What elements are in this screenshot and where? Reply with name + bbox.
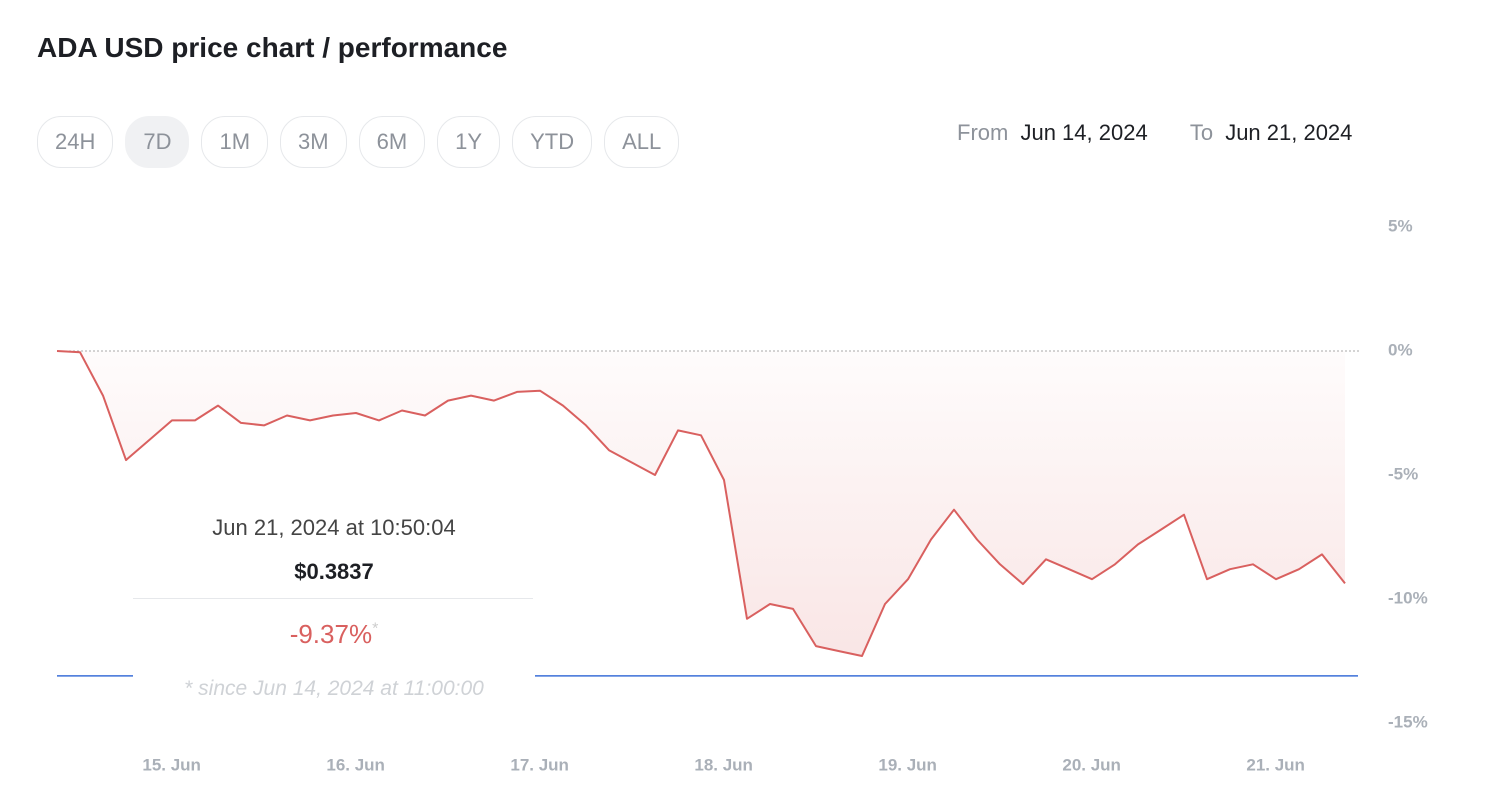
tooltip-price: $0.3837 — [294, 559, 374, 584]
tooltip-change: -9.37%* — [133, 619, 535, 650]
y-tick-label: 5% — [1388, 216, 1413, 235]
y-tick-label: -10% — [1388, 588, 1428, 607]
price-line — [56, 350, 1346, 657]
range-button[interactable]: 3M — [280, 116, 347, 168]
divider — [133, 598, 533, 599]
range-button[interactable]: 7D — [125, 116, 190, 168]
x-tick-label: 21. Jun — [1246, 755, 1305, 774]
range-button[interactable]: YTD — [512, 116, 593, 168]
tooltip-time: Jun 21, 2024 at 10:50:04 — [212, 515, 456, 540]
change-value: -9.37% — [289, 619, 373, 649]
range-button[interactable]: 1M — [201, 116, 269, 168]
area — [57, 351, 1345, 656]
range-button[interactable]: 1Y — [437, 116, 501, 168]
change-mark: * — [372, 620, 379, 638]
from-label: From — [957, 120, 1009, 145]
x-tick-label: 20. Jun — [1062, 755, 1121, 774]
date-range: From Jun 14, 2024 To Jun 21, 2024 — [957, 120, 1352, 146]
title: ADA USD price chart / performance — [37, 32, 508, 63]
range-selector: 24H 7D 1M 3M 6M 1Y YTD ALL — [37, 116, 680, 168]
to-label: To — [1189, 120, 1214, 145]
x-tick-label: 18. Jun — [694, 755, 753, 774]
x-tick-label: 17. Jun — [510, 755, 569, 774]
tooltip-footnote: * since Jun 14, 2024 at 11:00:00 — [184, 677, 484, 700]
tooltip: Jun 21, 2024 at 10:50:04 $0.3837 -9.37%*… — [133, 505, 535, 705]
x-tick-label: 15. Jun — [142, 755, 201, 774]
range-button[interactable]: ALL — [604, 116, 680, 168]
range-button[interactable]: 6M — [358, 116, 426, 168]
x-tick-label: 19. Jun — [878, 755, 937, 774]
x-tick-label: 16. Jun — [326, 755, 385, 774]
from-date[interactable]: Jun 14, 2024 — [1020, 120, 1148, 145]
y-tick-label: -5% — [1388, 464, 1418, 483]
to-date[interactable]: Jun 21, 2024 — [1225, 120, 1353, 145]
y-tick-label: -15% — [1388, 712, 1428, 731]
range-button[interactable]: 24H — [37, 116, 114, 168]
y-tick-label: 0% — [1388, 340, 1413, 359]
